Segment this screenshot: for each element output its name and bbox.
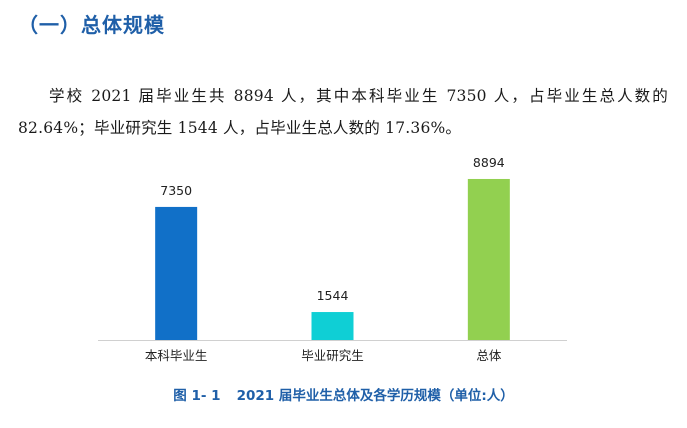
category-label-3: 总体 (476, 348, 502, 363)
bar-1 (155, 206, 198, 340)
section-heading: （一）总体规模 (18, 13, 165, 37)
category-label-2: 毕业研究生 (301, 348, 364, 363)
bar-value-label-3: 8894 (473, 155, 505, 170)
bar-value-label-2: 1544 (317, 288, 349, 303)
bar-value-label-1: 7350 (160, 183, 192, 198)
figure-caption-text: 2021 届毕业生总体及各学历规模（单位:人） (236, 388, 514, 404)
bar-2 (311, 312, 354, 340)
category-label-1: 本科毕业生 (145, 348, 208, 363)
summary-paragraph: 学校 2021 届毕业生共 8894 人，其中本科毕业生 7350 人，占毕业生… (18, 86, 668, 137)
figure-number: 图 1- 1 (173, 388, 221, 404)
figure-caption: 图 1- 1 2021 届毕业生总体及各学历规模（单位:人） (0, 384, 687, 404)
bar-3 (467, 178, 510, 340)
